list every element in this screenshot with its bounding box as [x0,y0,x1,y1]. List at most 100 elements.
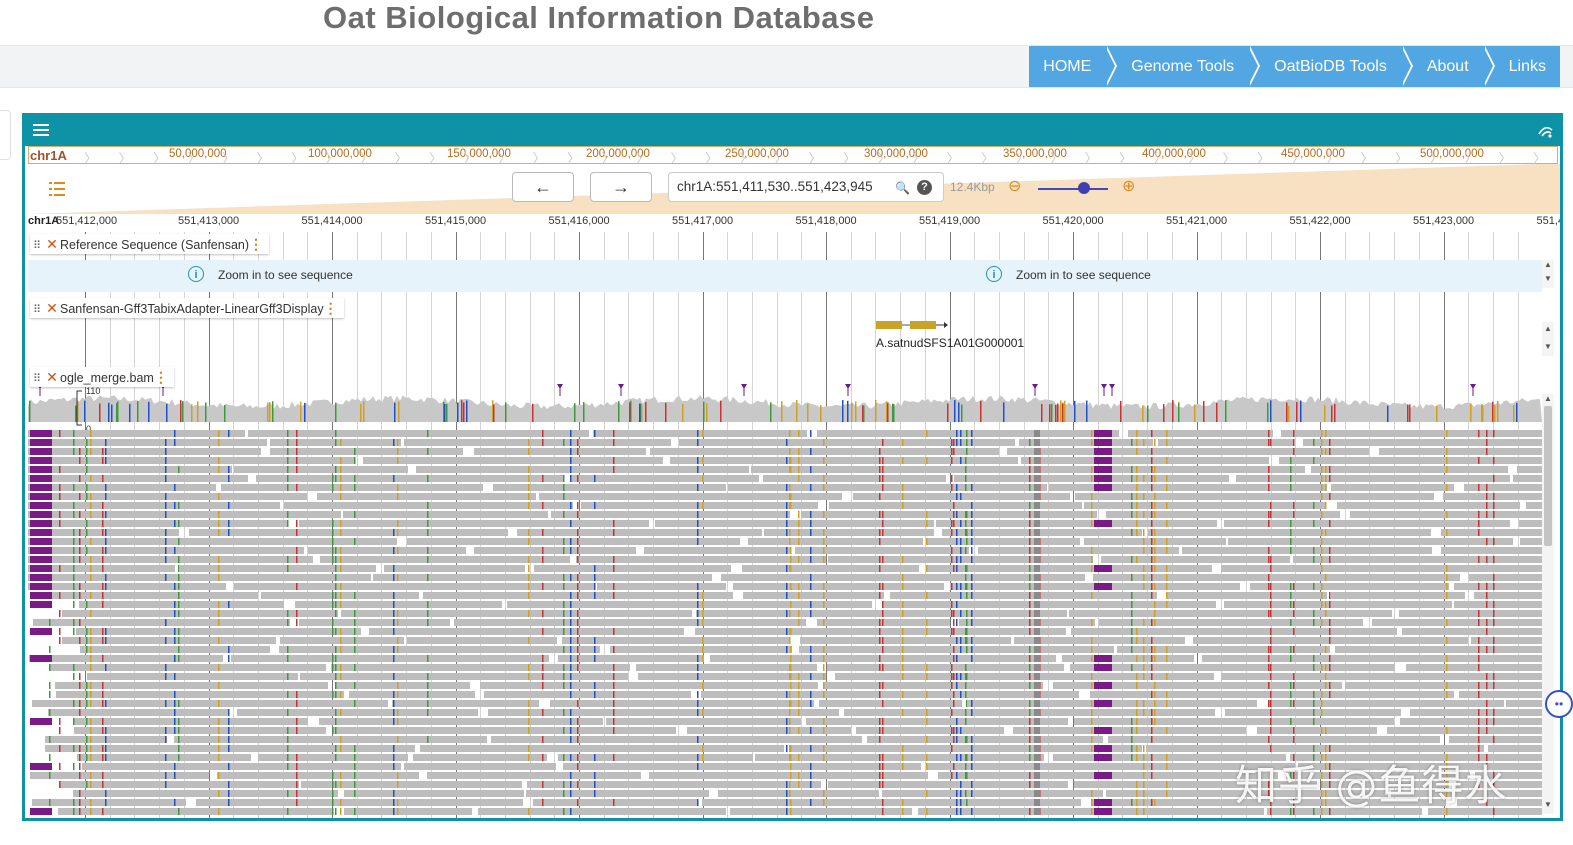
aligned-read[interactable] [1182,547,1432,554]
aligned-read[interactable] [1021,457,1269,464]
aligned-read[interactable] [606,718,801,725]
aligned-read[interactable] [562,637,789,644]
aligned-read[interactable] [1158,439,1293,446]
aligned-read[interactable] [45,745,415,752]
aligned-read[interactable] [28,475,248,482]
aligned-read[interactable] [28,538,397,545]
aligned-read[interactable] [60,781,299,788]
scroll-down-icon[interactable]: ▼ [1544,342,1552,351]
aligned-read[interactable] [636,664,817,671]
aligned-read[interactable] [1106,790,1388,797]
aligned-read[interactable] [1387,727,1542,734]
aligned-read[interactable] [1331,484,1454,491]
aligned-read[interactable] [550,700,814,707]
aligned-read[interactable] [407,538,740,545]
aligned-read[interactable] [28,583,226,590]
side-drawer-tab[interactable] [0,110,11,160]
aligned-read[interactable] [1526,502,1542,509]
aligned-read[interactable] [336,682,470,689]
gene-track-scrollbar[interactable]: ▲ ▼ [1542,322,1554,356]
aligned-read[interactable] [1475,772,1542,779]
aligned-read[interactable] [87,673,298,680]
aligned-read[interactable] [751,466,1101,473]
aligned-read[interactable] [48,709,228,716]
scroll-down-icon[interactable]: ▼ [1544,274,1552,283]
aligned-read[interactable] [1506,700,1542,707]
aligned-read[interactable] [1469,574,1542,581]
aligned-read[interactable] [180,565,376,572]
aligned-read[interactable] [331,664,630,671]
aligned-read[interactable] [748,538,923,545]
aligned-read[interactable] [829,502,1082,509]
aligned-read[interactable] [1128,430,1273,437]
aligned-read[interactable] [827,664,1064,671]
aligned-read[interactable] [301,781,522,788]
aligned-read[interactable] [576,556,826,563]
aligned-read[interactable] [533,799,698,806]
aligned-read[interactable] [1099,619,1363,626]
close-icon[interactable]: ✕ [46,236,58,252]
aligned-read[interactable] [234,466,408,473]
aligned-read[interactable] [610,646,792,653]
aligned-read[interactable] [835,673,1214,680]
aligned-read[interactable] [1391,790,1542,797]
aligned-read[interactable] [478,808,726,815]
nav-home[interactable]: HOME [1029,46,1118,87]
aligned-read[interactable] [454,619,806,626]
aligned-read[interactable] [1257,727,1377,734]
track-menu-icon[interactable]: ⋮ [323,300,338,316]
aligned-read[interactable] [488,709,839,716]
assistant-bubble-icon[interactable]: •• [1545,690,1573,718]
aligned-read[interactable] [823,682,1043,689]
aligned-read[interactable] [1281,430,1542,437]
track-menu-icon[interactable]: ⋮ [249,236,264,252]
aligned-read[interactable] [74,727,326,734]
aligned-read[interactable] [1062,655,1194,662]
aligned-read[interactable] [28,466,232,473]
nav-genome-tools[interactable]: Genome Tools [1105,46,1261,87]
aligned-read[interactable] [174,736,487,743]
aligned-read[interactable] [1053,682,1342,689]
aligned-read[interactable] [539,493,842,500]
aligned-read[interactable] [593,430,807,437]
aligned-read[interactable] [491,736,862,743]
gene-feature-glyph[interactable] [874,318,950,332]
aligned-read[interactable] [258,754,408,761]
aligned-read[interactable] [427,772,641,779]
aligned-read[interactable] [32,700,388,707]
aligned-read[interactable] [926,565,1212,572]
aligned-read[interactable] [416,466,749,473]
aligned-read[interactable] [890,592,1157,599]
aligned-read[interactable] [718,790,879,797]
aligned-read[interactable] [480,682,818,689]
aligned-read[interactable] [28,574,371,581]
aligned-read[interactable] [1303,439,1542,446]
aligned-read[interactable] [1053,754,1286,761]
aligned-read[interactable] [28,520,288,527]
aligned-read[interactable] [474,448,646,455]
aligned-read[interactable] [526,790,709,797]
search-icon[interactable]: 🔍 [895,181,910,195]
aligned-read[interactable] [1167,592,1327,599]
track-selector-icon[interactable] [48,181,66,197]
aligned-read[interactable] [959,619,1095,626]
scroll-up-icon[interactable]: ▲ [1544,324,1552,333]
aligned-read[interactable] [687,727,851,734]
aligned-read[interactable] [407,637,557,644]
aligned-read[interactable] [800,637,1011,644]
bam-track-scrollbar[interactable]: ▲ ▼ [1542,394,1554,814]
aligned-read[interactable] [1454,601,1542,608]
aligned-read[interactable] [1400,718,1542,725]
aligned-read[interactable] [369,628,684,635]
aligned-read[interactable] [1443,493,1542,500]
aligned-read[interactable] [1075,493,1434,500]
aligned-read[interactable] [1290,754,1542,761]
aligned-read[interactable] [1090,691,1454,698]
aligned-read[interactable] [1268,700,1504,707]
aligned-read[interactable] [28,556,313,563]
aligned-read[interactable] [1311,466,1508,473]
zoom-in-icon[interactable]: ⊕ [1122,178,1136,195]
aligned-read[interactable] [701,691,1079,698]
aligned-read[interactable] [384,565,525,572]
coverage-plot[interactable] [28,382,1542,422]
